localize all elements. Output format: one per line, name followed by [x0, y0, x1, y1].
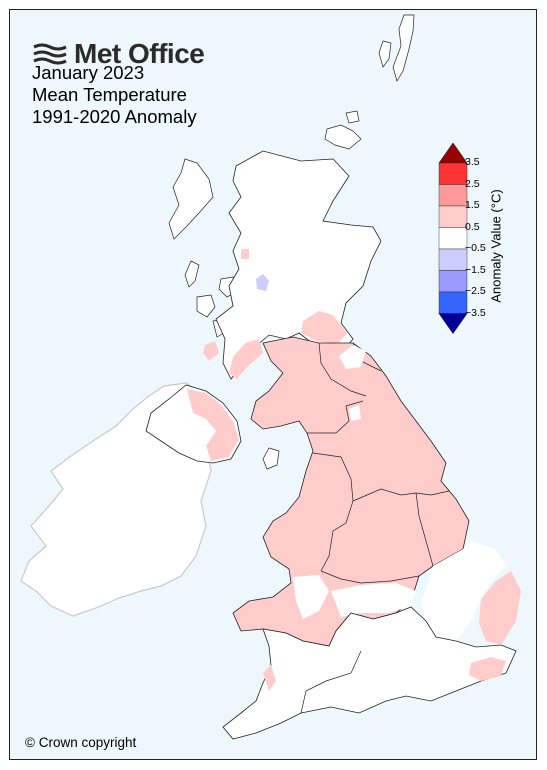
scotland-warm-east	[301, 311, 347, 345]
region-boundaries	[307, 342, 450, 584]
copyright-notice: © Crown copyright	[25, 735, 137, 750]
met-office-logo: Met Office	[32, 38, 205, 70]
legend-tick-label: 0.5	[465, 220, 480, 233]
map-frame: Met Office January 2023 Mean Temperature…	[9, 9, 537, 760]
legend-bin	[438, 291, 468, 314]
legend-colorbar	[438, 143, 468, 335]
legend-tick-label: −0.5	[465, 242, 486, 254]
scotland-warm-spot2	[203, 341, 219, 361]
legend-bin	[438, 248, 468, 271]
kent-warm-patch	[469, 657, 506, 681]
near-normal-patches	[293, 345, 506, 641]
legend-tick-label: 3.5	[465, 156, 480, 168]
south-england-boundary	[300, 650, 362, 714]
map-title: January 2023 Mean Temperature 1991-2020 …	[32, 62, 197, 128]
legend-tick-label: 1.5	[465, 199, 480, 211]
legend-title: Anomaly Value (°C)	[488, 189, 504, 303]
legend-tick-label: −3.5	[465, 306, 486, 319]
scotland	[215, 150, 382, 380]
legend-tick-label: 2.5	[465, 177, 480, 190]
legend-bin-below-min	[438, 313, 468, 335]
southern-england	[222, 606, 517, 740]
south-east-warm-patch	[479, 571, 521, 645]
cornwall-warm-patch	[263, 665, 276, 691]
legend-bin	[438, 270, 468, 293]
scotland-warm-south	[229, 339, 263, 379]
met-office-waves-icon	[33, 43, 67, 65]
uk-map	[20, 14, 521, 740]
legend-bin	[438, 162, 468, 185]
legend-bin-above-max	[438, 143, 468, 164]
met-office-wordmark: Met Office	[74, 38, 205, 69]
legend-tick-label: −2.5	[465, 285, 486, 297]
legend-bin	[438, 184, 468, 207]
legend-bin	[438, 227, 468, 250]
scotland-cool-spot	[256, 274, 269, 291]
title-line-1: January 2023	[32, 62, 145, 83]
legend-tick-label: −1.5	[465, 263, 486, 276]
ni-warm-patch	[187, 389, 239, 461]
title-line-2: Mean Temperature	[32, 84, 187, 105]
title-line-3: 1991-2020 Anomaly	[32, 106, 197, 127]
scotland-warm-spot1	[241, 249, 249, 259]
legend-bin	[438, 205, 468, 228]
